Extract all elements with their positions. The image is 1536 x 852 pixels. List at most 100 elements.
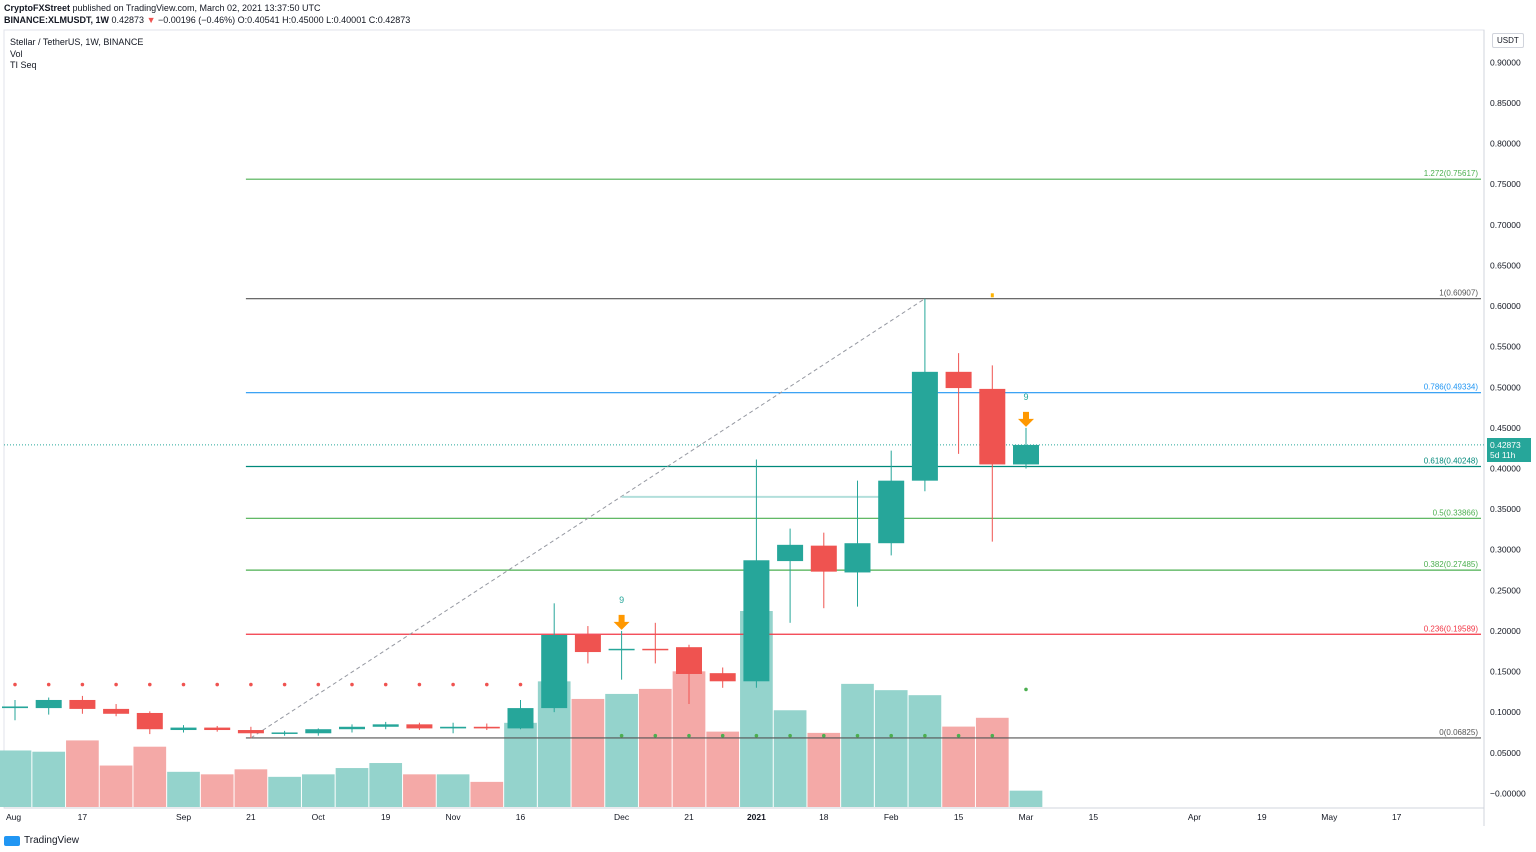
candle-body [541,634,568,709]
x-tick-label: 16 [516,812,526,822]
tiseq-red-dot [451,682,455,687]
tiseq-red-dot [249,682,253,687]
candle-body [878,480,905,544]
volume-bar [841,683,874,807]
candle-body [372,724,399,727]
candle-body [574,634,601,653]
volume-bar [436,774,470,807]
tiseq-nine-label: 9 [619,595,624,605]
candle-body [676,647,702,674]
tiseq-nine-label: 9 [1023,392,1028,402]
volume-bar [706,731,740,807]
x-tick-label: Feb [884,812,899,822]
y-tick-label: 0.30000 [1490,545,1521,555]
y-tick-label: 0.20000 [1490,626,1521,636]
tiseq-red-dot [148,682,152,687]
volume-bar [200,774,234,807]
tiseq-red-dot [46,682,51,687]
y-tick-label: 0.75000 [1490,179,1521,189]
candle-body [743,560,770,682]
y-tick-label: 0.25000 [1490,585,1521,595]
tiseq-red-dot [181,682,186,687]
legend-vol[interactable]: Vol [10,49,23,59]
volume-bar [335,768,369,807]
tiseq-green-dot [923,733,927,738]
candle-body [339,726,365,730]
volume-bar [773,710,807,807]
arrow-down-icon: ▼ [146,15,156,25]
ohlc-values: O:0.40541 H:0.45000 L:0.40001 C:0.42873 [237,15,411,25]
tiseq-red-dot [485,682,489,687]
candle-body [911,371,938,481]
y-tick-label: 0.65000 [1490,260,1521,270]
candle-body [642,648,669,651]
volume-bar [99,765,133,807]
volume-bar [571,698,605,807]
candle-body [237,730,264,734]
candle-body [136,712,163,730]
fib-level-label: 0.618(0.40248) [1424,456,1479,465]
volume-bar [638,688,672,807]
fib-level-label: 0(0.06825) [1439,728,1478,737]
x-tick-label: Nov [446,812,462,822]
fib-level-label: 1.272(0.75617) [1424,169,1479,178]
candle-body [406,724,433,729]
legend-tiseq[interactable]: TI Seq [10,60,37,70]
tiseq-red-dot [316,682,321,687]
volume-bar [504,722,537,807]
fib-level-label: 0.236(0.19589) [1424,624,1479,633]
x-tick-label: Apr [1188,812,1201,822]
sell-arrow-icon [1018,411,1034,427]
tiseq-green-dot [653,733,658,738]
fib-level-label: 0.786(0.49334) [1424,383,1479,392]
candle-body [1013,444,1039,465]
tiseq-green-dot [855,733,860,738]
y-tick-label: 0.80000 [1490,139,1521,149]
y-tick-label: 0.70000 [1490,220,1521,230]
y-tick-label: 0.45000 [1490,423,1521,433]
fib-level-label: 0.5(0.33866) [1433,508,1479,517]
tiseq-red-dot [282,682,287,687]
price-change: −0.00196 (−0.46%) [158,15,236,25]
fib-level-label: 1(0.60907) [1439,289,1478,298]
volume-bar [807,732,841,807]
volume-bar [369,763,403,807]
volume-bar [268,776,301,807]
volume-bar [0,750,32,807]
candle-body [440,726,467,729]
candle-body [35,699,62,709]
tiseq-red-dot [80,682,85,687]
y-tick-label: 0.10000 [1490,707,1521,717]
currency-badge[interactable]: USDT [1492,33,1524,48]
tradingview-logo[interactable]: TradingView [4,835,79,846]
x-tick-label: Sep [176,812,191,822]
candle-body [810,545,837,572]
candle-body [777,544,804,562]
candle-body [2,706,28,709]
candle-body [103,708,130,714]
volume-bar [942,726,975,807]
y-tick-label: 0.50000 [1490,382,1521,392]
volume-bar [234,769,268,807]
tiseq-green-dot [687,733,691,738]
volume-bar [908,695,942,807]
x-tick-label: Mar [1019,812,1034,822]
tiseq-green-dot [889,733,893,738]
volume-bar [66,740,99,807]
candle-body [473,726,500,729]
publisher-name: CryptoFXStreet [4,3,71,13]
x-tick-label: 21 [684,812,694,822]
symbol-line: BINANCE:XLMUSDT, 1W 0.42873 ▼ −0.00196 (… [4,15,410,25]
volume-bar [32,751,66,807]
tiseq-red-dot [518,682,523,687]
tiseq-green-dot [619,733,624,738]
x-tick-label: Dec [614,812,630,822]
x-tick-label: 15 [1089,812,1099,822]
y-tick-label: 0.40000 [1490,463,1521,473]
tradingview-logo-icon [4,835,20,846]
candle-body [271,732,298,734]
tiseq-green-dot [990,733,995,738]
y-tick-label: 0.60000 [1490,301,1521,311]
tiseq-green-dot [754,733,759,738]
